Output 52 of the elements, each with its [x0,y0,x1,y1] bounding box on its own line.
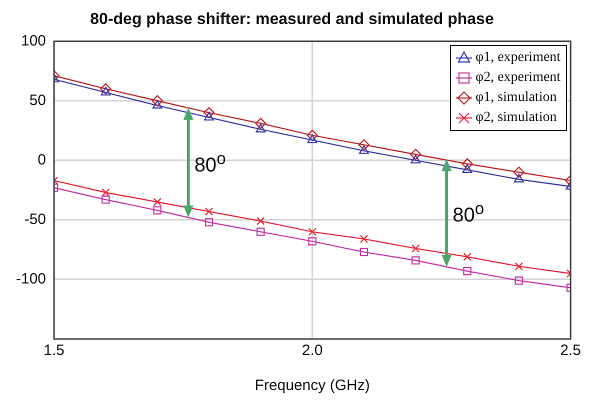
y-tick-label: 0 [38,151,46,168]
point [411,256,420,265]
point [203,107,215,118]
legend-label: φ1, experiment [476,50,561,66]
legend-label: φ1, simulation [476,90,557,106]
x-tick-label: 1.5 [44,342,64,360]
point [152,100,162,109]
point [102,195,110,204]
point [463,266,472,276]
y-tick-label: 50 [29,92,46,109]
y-tick-label: 100 [20,32,46,50]
point [256,228,265,236]
point [153,198,162,206]
point [462,164,472,173]
point [256,216,265,226]
point [308,237,316,246]
point [463,252,472,261]
point [255,118,266,129]
point [513,166,525,178]
point [204,207,214,216]
x-axis-title: Frequency (GHz) [254,377,370,394]
point [306,130,318,141]
point [410,154,421,164]
point [308,228,316,236]
point [462,158,473,170]
point [153,206,162,214]
y-tick-label: -50 [24,211,46,228]
x-tick-label: 2.0 [302,342,323,360]
point [411,244,420,253]
point [256,124,266,132]
point [102,188,110,197]
point [359,145,369,154]
point [514,262,524,270]
annotation: 80$^{o}$ [194,148,226,178]
point [360,234,368,244]
legend-label: φ2, simulation [476,110,557,126]
x-tick-label: 2.5 [560,342,582,360]
y-tick-label: -100 [16,270,46,288]
chart-title: 80-deg phase shifter: measured and simulated phase [90,11,494,28]
point [100,83,112,94]
point [204,218,214,226]
point [410,148,422,160]
legend-label: φ2, experiment [476,70,561,86]
point [307,134,318,144]
point [358,139,370,150]
point [100,86,111,96]
point [152,95,163,106]
point [204,112,214,121]
point [360,248,368,256]
annotation: 80$^{o}$ [452,198,484,228]
point [514,276,524,285]
point [514,174,524,182]
